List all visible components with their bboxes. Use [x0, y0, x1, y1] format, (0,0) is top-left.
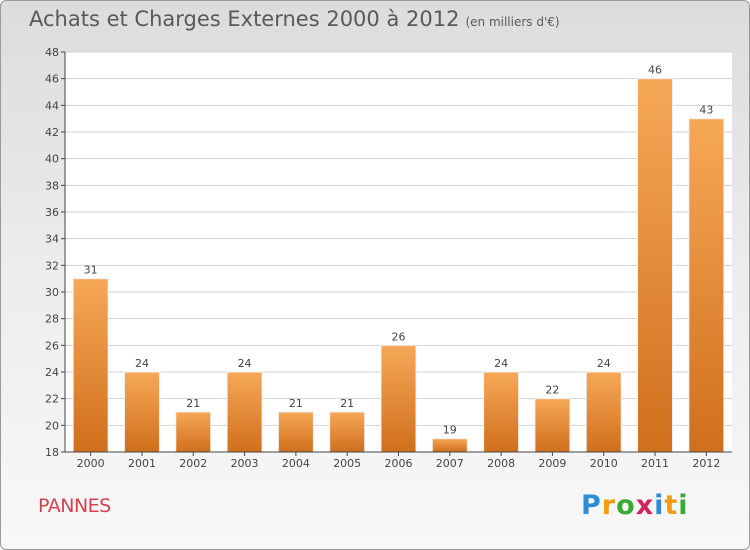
bar-2002: [175, 411, 212, 453]
y-tick-label: 26: [45, 339, 59, 352]
x-tick-label-2008: 2008: [487, 457, 515, 470]
logo-letter: x: [635, 490, 655, 521]
y-tick-label: 36: [45, 206, 59, 219]
x-tick-label-2001: 2001: [128, 457, 156, 470]
bar-2005: [329, 411, 366, 453]
value-label-2006: 26: [392, 330, 406, 343]
y-tick-label: 28: [45, 313, 59, 326]
logo-letter: i: [654, 490, 665, 521]
town-label: PANNES: [38, 495, 111, 517]
logo-letter: t: [664, 490, 679, 521]
value-label-2009: 22: [545, 384, 559, 397]
y-tick-label: 20: [45, 419, 59, 432]
x-tick-label-2004: 2004: [282, 457, 310, 470]
bar-2004: [277, 411, 314, 453]
value-label-2002: 21: [186, 397, 200, 410]
x-tick-label-2005: 2005: [333, 457, 361, 470]
x-tick-label-2012: 2012: [692, 457, 720, 470]
bar-2003: [226, 371, 263, 453]
value-label-2005: 21: [340, 397, 354, 410]
y-tick-label: 42: [45, 126, 59, 139]
y-tick-label: 22: [45, 393, 59, 406]
logo-letter: i: [678, 490, 689, 521]
value-label-2008: 24: [494, 357, 508, 370]
y-tick-label: 46: [45, 73, 59, 86]
value-label-2004: 21: [289, 397, 303, 410]
bar-2001: [123, 371, 160, 453]
y-tick-label: 38: [45, 179, 59, 192]
bar-2008: [483, 371, 520, 453]
logo-letter: r: [601, 490, 617, 521]
axes: 18 20 22 24 26 28 30 32 34 36 38 40 42 44 46 48 2000 2001…: [45, 46, 732, 470]
y-tick-label: 34: [45, 233, 59, 246]
value-label-2001: 24: [135, 357, 149, 370]
chart-subtitle: (en milliers d'€): [465, 15, 560, 29]
y-tick-label: 44: [45, 99, 59, 112]
y-tick-label: 24: [45, 366, 59, 379]
x-tick-label-2006: 2006: [385, 457, 413, 470]
value-label-2012: 43: [699, 104, 713, 117]
bar-2009: [534, 398, 571, 453]
logo-letter: o: [616, 490, 636, 521]
y-tick-label: 48: [45, 46, 59, 59]
bar-2011: [637, 78, 674, 453]
bar-2010: [585, 371, 622, 453]
bar-2000: [72, 278, 109, 453]
bar-2007: [431, 438, 468, 453]
value-label-2011: 46: [648, 64, 662, 77]
chart-title: Achats et Charges Externes 2000 à 2012 (e…: [29, 7, 560, 31]
x-tick-label-2011: 2011: [641, 457, 669, 470]
x-tick-label-2007: 2007: [436, 457, 464, 470]
y-tick-label: 30: [45, 286, 59, 299]
value-label-2010: 24: [597, 357, 611, 370]
x-tick-label-2010: 2010: [590, 457, 618, 470]
y-tick-label: 32: [45, 259, 59, 272]
chart-title-text: Achats et Charges Externes 2000 à 2012: [29, 7, 460, 31]
value-label-2007: 19: [443, 424, 457, 437]
logo-letter: P: [581, 490, 602, 521]
value-label-2000: 31: [84, 264, 98, 277]
x-tick-label-2000: 2000: [77, 457, 105, 470]
y-tick-label: 40: [45, 153, 59, 166]
bars: 31 24 21 24 21 21 26 19 24 22 24 46 43: [72, 64, 725, 453]
x-tick-label-2003: 2003: [231, 457, 259, 470]
y-tick-label: 18: [45, 446, 59, 459]
bar-2006: [380, 344, 417, 453]
x-tick-label-2009: 2009: [538, 457, 566, 470]
x-tick-label-2002: 2002: [179, 457, 207, 470]
proxiti-logo: Proxiti: [581, 490, 689, 521]
bar-2012: [688, 118, 725, 453]
value-label-2003: 24: [238, 357, 252, 370]
